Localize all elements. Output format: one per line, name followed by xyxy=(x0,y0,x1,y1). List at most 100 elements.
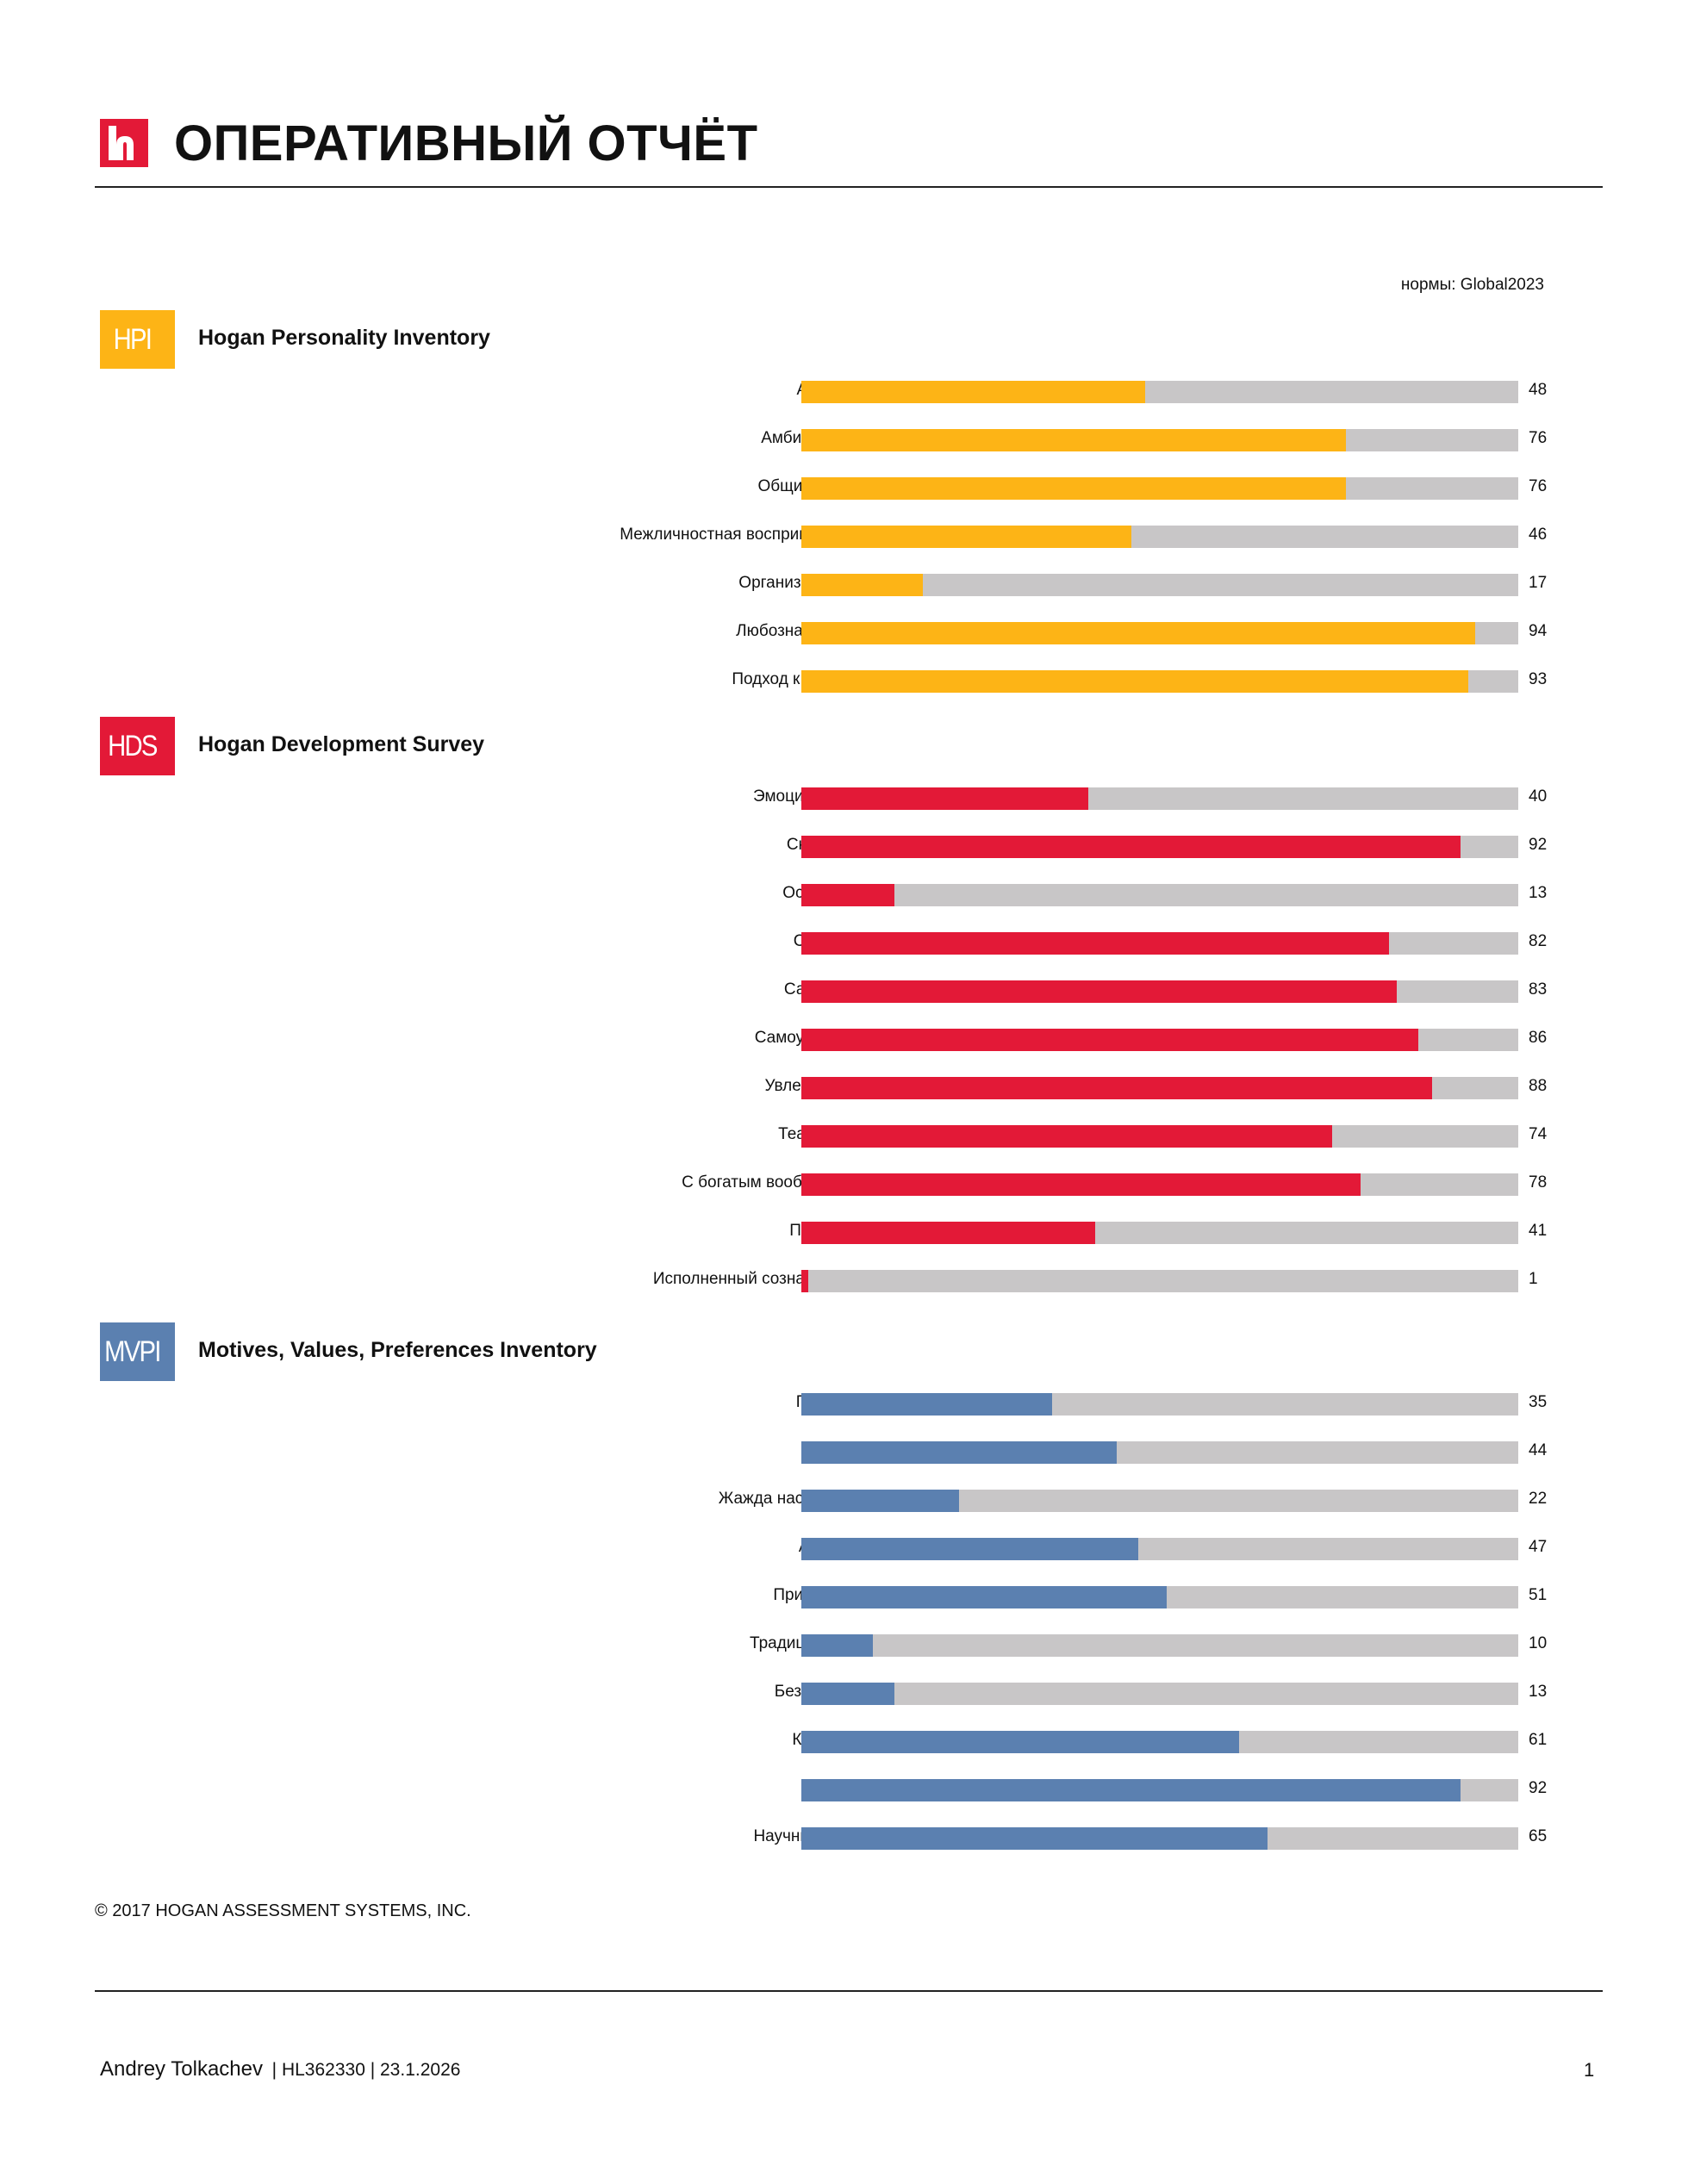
bar xyxy=(801,836,1461,858)
bar xyxy=(801,622,1475,644)
bar-track xyxy=(801,670,1518,693)
category-label: Жажда наслаждений xyxy=(718,1490,879,1508)
bar-track xyxy=(801,1538,1518,1560)
candidate-name: Andrey Tolkachev xyxy=(100,2057,263,2081)
bar xyxy=(801,1393,1052,1416)
bar-chart-mvpi: Признание 35 Власть 44 Жажда наслаждений 22 Ал… xyxy=(100,1383,1616,1865)
bar-row: Адаптация 48 xyxy=(100,370,1616,419)
bar xyxy=(801,980,1397,1003)
category-label: Межличностная восприимчивость xyxy=(620,526,879,544)
bar-row: Театральный 74 xyxy=(100,1115,1616,1163)
value-label: 13 xyxy=(1529,884,1548,902)
bar-track xyxy=(801,1490,1518,1512)
value-label: 40 xyxy=(1529,787,1548,806)
bar-track xyxy=(801,526,1518,548)
value-label: 65 xyxy=(1529,1827,1548,1845)
bar xyxy=(801,1827,1268,1850)
category-label: Подход к обучению xyxy=(732,670,879,688)
category-label: Традиционализм xyxy=(100,1634,879,1653)
bar-row: Власть 44 xyxy=(100,1431,1616,1479)
bar xyxy=(801,1490,959,1512)
category-label: Эмоциональный xyxy=(100,787,879,806)
section-badge: HPI xyxy=(113,323,153,356)
bar-row: Традиционализм 10 xyxy=(100,1624,1616,1672)
bar-row: Скептичный 92 xyxy=(100,825,1616,874)
value-label: 41 xyxy=(1529,1222,1548,1240)
category-label: Любознательность xyxy=(100,622,879,641)
section-badge: HDS xyxy=(108,730,158,762)
bar-track xyxy=(801,574,1518,596)
bar-row: Прилежный 41 xyxy=(100,1211,1616,1260)
bar-row: Организованность 17 xyxy=(100,563,1616,612)
bar xyxy=(801,1779,1461,1801)
value-label: 92 xyxy=(1529,836,1548,854)
value-label: 17 xyxy=(1529,574,1548,592)
bar-row: Коммерция 61 xyxy=(100,1720,1616,1769)
bar-row: Общительность 76 xyxy=(100,467,1616,515)
category-label: Организованность xyxy=(100,574,879,593)
bar-row: Самоуверенный 86 xyxy=(100,1018,1616,1067)
bar-track xyxy=(801,884,1518,906)
value-label: 83 xyxy=(1529,980,1548,999)
badge-background: HPI xyxy=(100,310,175,369)
section-hpi: HPI Hogan Personality Inventory Адаптаци… xyxy=(100,310,1616,708)
section-title: Hogan Personality Inventory xyxy=(198,326,490,350)
bar-row: С богатым воображением 78 xyxy=(100,1163,1616,1211)
category-label: Сам в себе xyxy=(100,932,879,951)
category-label: Общительность xyxy=(100,477,879,496)
bar-track xyxy=(801,1393,1518,1416)
bar xyxy=(801,1441,1117,1464)
value-label: 76 xyxy=(1529,477,1548,495)
section-title: Hogan Development Survey xyxy=(198,732,485,756)
bar-track xyxy=(801,787,1518,810)
category-label: Осторожный xyxy=(100,884,879,903)
value-label: 35 xyxy=(1529,1393,1548,1411)
category-label: Увлекающийся xyxy=(100,1077,879,1096)
category-label: Исполненный сознания долга xyxy=(652,1270,879,1288)
bar-track xyxy=(801,1683,1518,1705)
bar-track xyxy=(801,836,1518,858)
value-label: 44 xyxy=(1529,1441,1548,1459)
bar-row: Эмоциональный 40 xyxy=(100,777,1616,825)
value-label: 22 xyxy=(1529,1490,1548,1508)
value-label: 48 xyxy=(1529,381,1548,399)
bar xyxy=(801,1586,1167,1608)
norms-label: нормы: Global2023 xyxy=(1400,276,1544,294)
bar-track xyxy=(801,980,1518,1003)
footer-info: Andrey Tolkachev | HL362330 | 23.1.2026 xyxy=(100,2057,460,2081)
page-number: 1 xyxy=(1584,2059,1595,2081)
bar-track xyxy=(801,1586,1518,1608)
bar-row: Признание 35 xyxy=(100,1383,1616,1431)
bar-row: Любознательность 94 xyxy=(100,612,1616,660)
bar-row: Альтруизм 47 xyxy=(100,1528,1616,1576)
bar xyxy=(801,1538,1138,1560)
report-header: ОПЕРАТИВНЫЙ ОТЧЁТ xyxy=(95,114,1603,190)
footer-divider xyxy=(95,1990,1603,1992)
category-label: Альтруизм xyxy=(100,1538,879,1557)
section-hds: HDS Hogan Development Survey Эмоциональн… xyxy=(100,717,1616,1308)
bar-row: Эстетика 92 xyxy=(100,1769,1616,1817)
section-header: HPI Hogan Personality Inventory xyxy=(100,310,1616,370)
section-header: MVPI Motives, Values, Preferences Invent… xyxy=(100,1322,1616,1383)
bar-row: Исполненный сознания долга 1 xyxy=(100,1260,1616,1308)
bar-track xyxy=(801,1125,1518,1148)
value-label: 46 xyxy=(1529,526,1548,544)
bar-track xyxy=(801,1270,1518,1292)
bar-track xyxy=(801,1029,1518,1051)
bar-track xyxy=(801,1077,1518,1099)
bar-row: Безопасность 13 xyxy=(100,1672,1616,1720)
section-mvpi: MVPI Motives, Values, Preferences Invent… xyxy=(100,1322,1616,1865)
bar xyxy=(801,526,1131,548)
value-label: 61 xyxy=(1529,1731,1548,1749)
section-title: Motives, Values, Preferences Inventory xyxy=(198,1338,597,1362)
category-label: Скептичный xyxy=(100,836,879,855)
badge-background: MVPI xyxy=(100,1322,175,1381)
value-label: 92 xyxy=(1529,1779,1548,1797)
bar-track xyxy=(801,1779,1518,1801)
category-label: Адаптация xyxy=(100,381,879,400)
bar xyxy=(801,1029,1418,1051)
bar-track xyxy=(801,932,1518,955)
value-label: 47 xyxy=(1529,1538,1548,1556)
category-label: Самоуверенный xyxy=(100,1029,879,1048)
category-label: С богатым воображением xyxy=(682,1173,879,1192)
